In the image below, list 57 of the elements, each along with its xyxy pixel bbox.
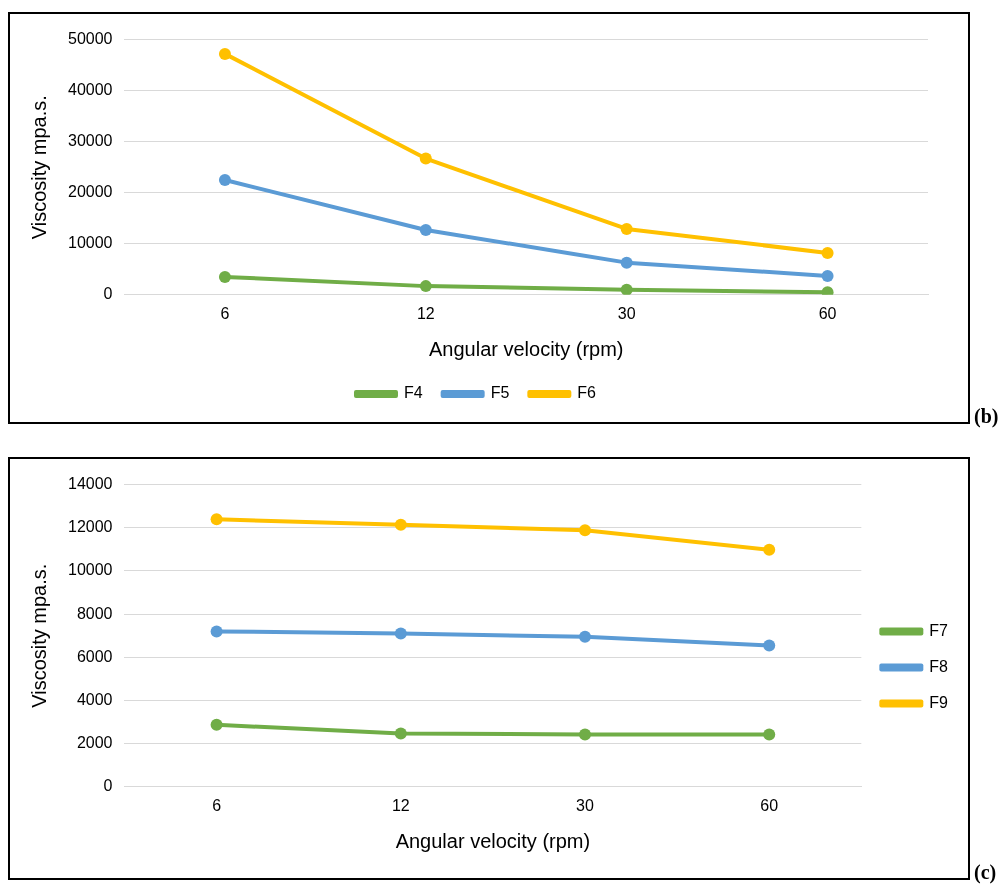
point (620, 283, 633, 295)
x-tick-label: 12 (416, 304, 435, 322)
legend-label: F7 (929, 621, 949, 639)
legend-label: F9 (929, 693, 949, 711)
text: (c) (974, 861, 997, 884)
point (821, 269, 834, 282)
y-tick-label: 8000 (76, 604, 113, 622)
x-axis-title: Angular velocity (rpm) (428, 337, 624, 360)
point (210, 625, 223, 638)
x-tick-label: 12 (391, 796, 410, 814)
y-tick-label: 12000 (67, 518, 113, 536)
y-tick-label: 10000 (67, 234, 113, 252)
y-tick-label: 10000 (67, 561, 113, 579)
y-tick-label: 6000 (76, 647, 113, 665)
y-tick-label: 30000 (67, 132, 113, 150)
point (763, 543, 776, 556)
x-tick-label: 6 (220, 304, 230, 322)
point (218, 270, 231, 283)
point (218, 47, 231, 60)
y-tick-label: 0 (103, 285, 113, 303)
point (394, 727, 407, 740)
y-tick-label: 14000 (67, 475, 113, 493)
y-axis-title: Viscosity mpa.s. (27, 95, 50, 240)
legend-label: F6 (577, 384, 597, 402)
text: (b) (974, 405, 999, 428)
legend-label: F4 (403, 384, 423, 402)
point (821, 246, 834, 259)
point (579, 524, 592, 537)
x-tick-label: 60 (818, 304, 837, 322)
point (394, 518, 407, 531)
x-tick-label: 30 (576, 796, 595, 814)
y-tick-label: 40000 (67, 81, 113, 99)
point (419, 280, 432, 293)
point (210, 513, 223, 526)
y-axis-title: Viscosity mpa.s. (27, 563, 50, 708)
point (620, 222, 633, 235)
x-axis-title: Angular velocity (rpm) (395, 829, 591, 852)
legend-label: F5 (490, 384, 510, 402)
point (218, 173, 231, 186)
point (419, 152, 432, 165)
point (394, 627, 407, 640)
point (579, 728, 592, 741)
legend-label: F8 (929, 657, 949, 675)
y-tick-label: 0 (103, 777, 113, 795)
y-tick-label: 50000 (67, 30, 113, 48)
point (620, 256, 633, 269)
point (763, 639, 776, 652)
point (210, 718, 223, 731)
point (763, 728, 776, 741)
point (419, 223, 432, 236)
y-tick-label: 20000 (67, 183, 113, 201)
y-tick-label: 2000 (76, 734, 113, 752)
y-tick-label: 4000 (76, 690, 113, 708)
point (579, 630, 592, 643)
x-tick-label: 6 (212, 796, 222, 814)
x-tick-label: 30 (617, 304, 636, 322)
x-tick-label: 60 (760, 796, 779, 814)
